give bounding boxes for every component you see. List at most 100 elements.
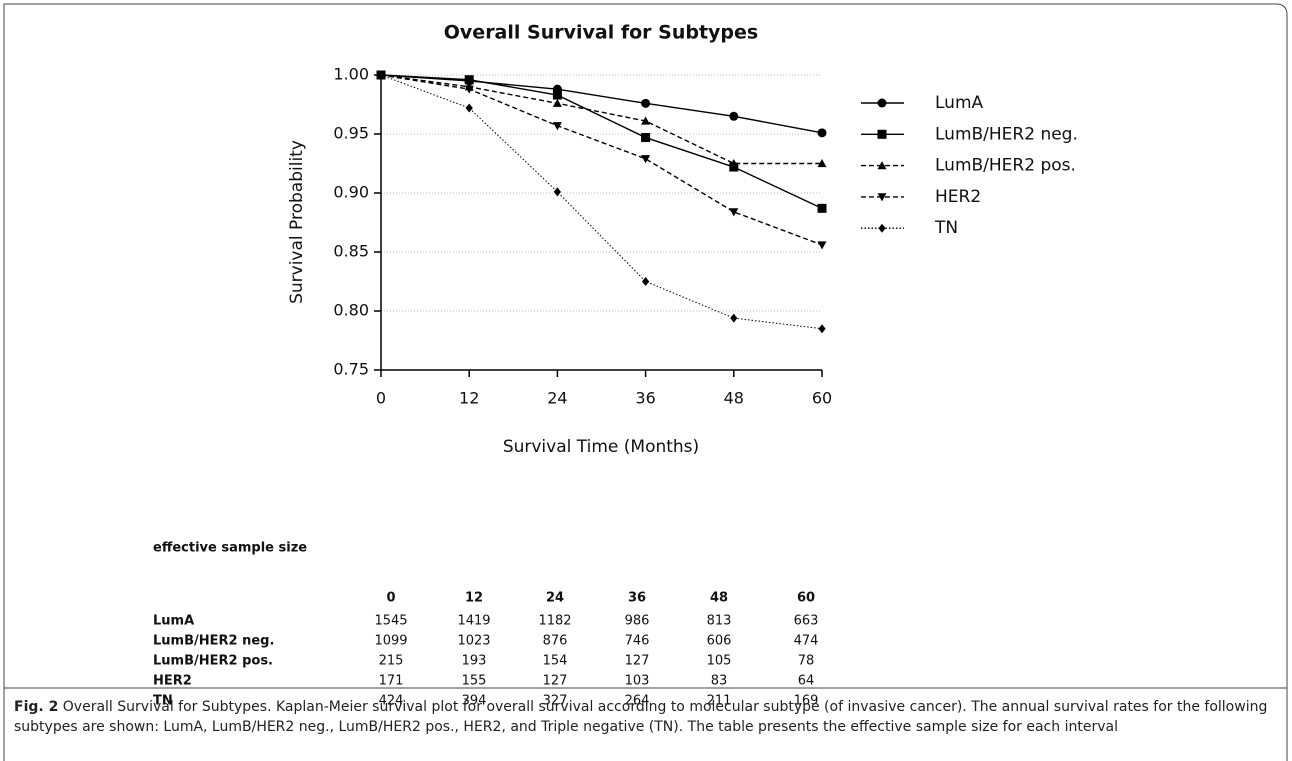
table-cell: 986 [625, 614, 650, 629]
row-label: LumB/HER2 pos. [153, 654, 273, 669]
x-tick-label: 48 [724, 389, 744, 408]
marker [877, 129, 887, 139]
table-header: 0 [386, 591, 395, 606]
marker [552, 98, 562, 107]
marker [377, 70, 385, 80]
table-cell: 327 [543, 694, 568, 709]
marker [553, 187, 561, 197]
caption-label: Fig. 2 [14, 699, 59, 715]
row-label: HER2 [153, 674, 192, 689]
y-tick-label: 0.90 [333, 183, 369, 202]
marker [729, 208, 739, 217]
table-title: effective sample size [153, 541, 307, 556]
table-header: 24 [546, 591, 564, 606]
table-cell: 105 [707, 654, 732, 669]
table-cell: 155 [462, 674, 487, 689]
legend-label: LumB/HER2 pos. [935, 156, 1076, 176]
table-header: 12 [465, 591, 483, 606]
table-cell: 127 [543, 674, 568, 689]
marker [817, 159, 827, 168]
table-cell: 169 [794, 694, 819, 709]
table-cell: 83 [711, 674, 728, 689]
table-header: 60 [797, 591, 815, 606]
marker [817, 203, 827, 213]
row-label: TN [153, 694, 173, 709]
series-line [380, 74, 823, 246]
table-cell: 813 [707, 614, 732, 629]
table-cell: 264 [625, 694, 650, 709]
y-tick-label: 0.85 [333, 242, 369, 261]
marker [464, 75, 474, 85]
table-cell: 215 [379, 654, 404, 669]
table-cell: 193 [462, 654, 487, 669]
x-tick-label: 60 [812, 389, 832, 408]
marker [641, 116, 651, 125]
marker [817, 128, 827, 138]
x-tick-label: 0 [376, 389, 386, 408]
table-cell: 127 [625, 654, 650, 669]
chart-title: Overall Survival for Subtypes [444, 22, 758, 44]
marker [878, 223, 886, 233]
table-cell: 171 [379, 674, 404, 689]
row-label: LumA [153, 614, 194, 629]
series-line [380, 74, 822, 165]
table-cell: 1182 [538, 614, 571, 629]
table-cell: 1023 [457, 634, 490, 649]
marker [817, 241, 827, 250]
series-line [380, 74, 823, 134]
marker [642, 277, 650, 286]
x-tick-label: 12 [459, 389, 479, 408]
marker [641, 98, 651, 108]
y-tick-label: 0.95 [333, 124, 369, 143]
y-axis-label: Survival Probability [287, 140, 307, 304]
x-axis-label: Survival Time (Months) [503, 437, 699, 457]
table-cell: 78 [798, 654, 815, 669]
table-cell: 1099 [374, 634, 407, 649]
marker [641, 155, 651, 164]
marker [877, 193, 887, 202]
x-tick-label: 36 [635, 389, 655, 408]
caption: Fig. 2 Overall Survival for Subtypes. Ka… [14, 697, 1276, 737]
legend-label: HER2 [935, 187, 981, 207]
marker [729, 111, 739, 121]
series-line [380, 74, 823, 330]
table-cell: 154 [543, 654, 568, 669]
table-cell: 1419 [457, 614, 490, 629]
table-cell: 211 [707, 694, 732, 709]
table-cell: 103 [625, 674, 650, 689]
table-header: 48 [710, 591, 728, 606]
series-line [380, 74, 823, 209]
y-tick-label: 0.75 [333, 360, 369, 379]
marker [641, 133, 651, 143]
table-cell: 606 [707, 634, 732, 649]
table-cell: 663 [794, 614, 819, 629]
table-cell: 424 [379, 694, 404, 709]
legend-label: LumB/HER2 neg. [935, 124, 1078, 144]
marker [464, 85, 474, 94]
legend-label: LumA [935, 93, 984, 113]
table-cell: 746 [625, 634, 650, 649]
table-cell: 1545 [374, 614, 407, 629]
marker [877, 161, 887, 170]
marker [818, 324, 826, 334]
marker [729, 159, 739, 168]
legend-label: TN [934, 218, 958, 238]
marker [552, 122, 562, 131]
table-cell: 474 [794, 634, 819, 649]
table-cell: 64 [798, 674, 815, 689]
marker [465, 103, 473, 113]
table-header: 36 [628, 591, 646, 606]
table-cell: 876 [543, 634, 568, 649]
x-tick-label: 24 [547, 389, 567, 408]
frame [3, 3, 1288, 761]
table-cell: 394 [462, 694, 487, 709]
marker [877, 98, 887, 108]
row-label: LumB/HER2 neg. [153, 634, 274, 649]
marker [552, 90, 562, 100]
marker [730, 313, 738, 323]
caption-text: Overall Survival for Subtypes. Kaplan-Me… [14, 699, 1268, 735]
y-tick-label: 0.80 [333, 301, 369, 320]
y-tick-label: 1.00 [333, 65, 369, 84]
